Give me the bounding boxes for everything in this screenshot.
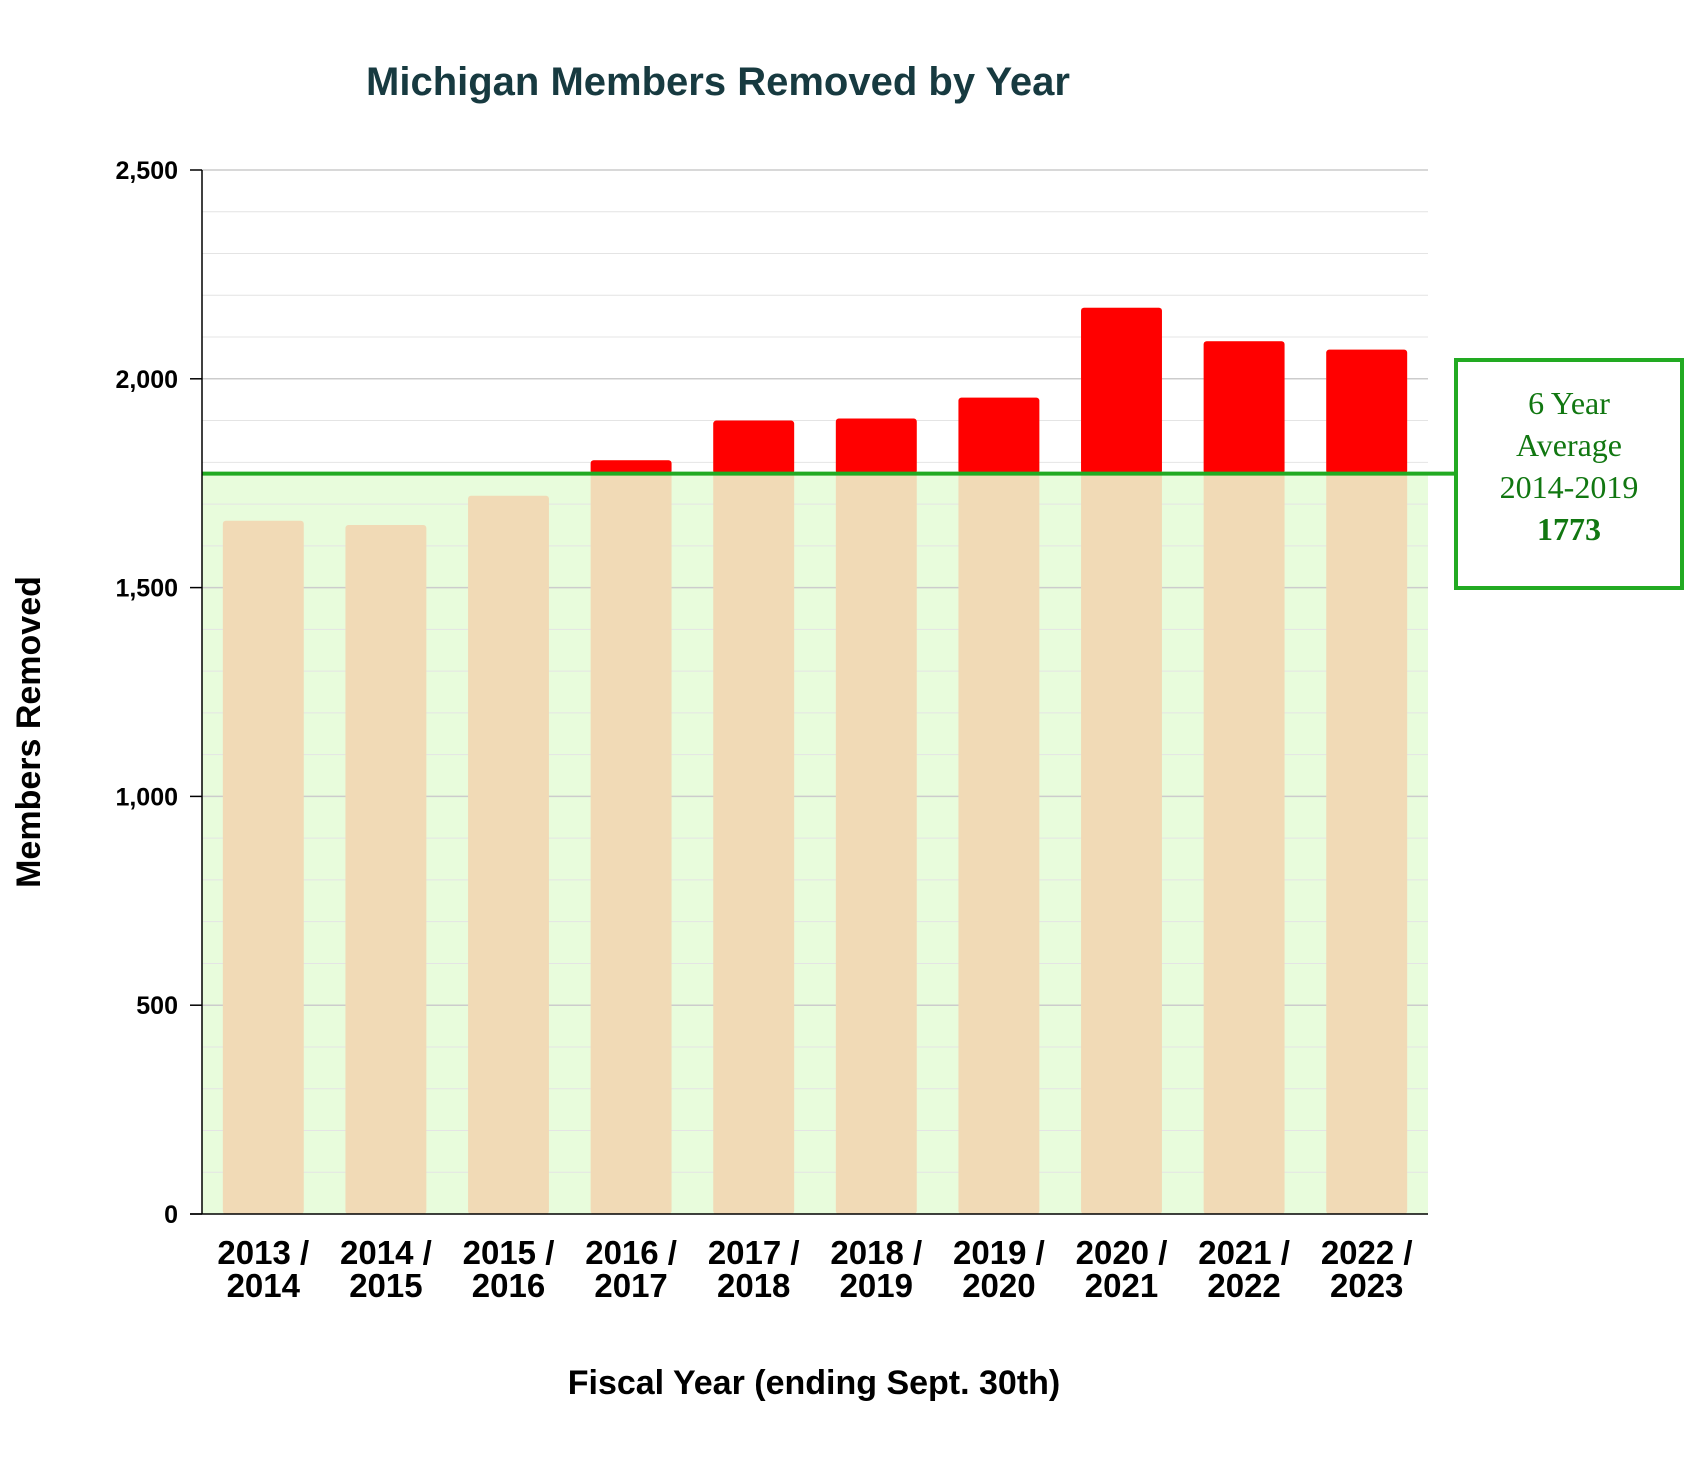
- x-tick-label: 2016 /2017: [585, 1234, 677, 1304]
- y-tick-label: 2,000: [115, 366, 178, 394]
- bar-above-average: [713, 420, 795, 474]
- x-tick-label-line: 2020 /: [1076, 1234, 1168, 1271]
- x-tick-label: 2021 /2022: [1198, 1234, 1290, 1304]
- bar: [590, 460, 672, 1214]
- x-tick-label: 2019 /2020: [953, 1234, 1045, 1304]
- x-tick-label-line: 2014 /: [340, 1234, 432, 1271]
- y-tick-label: 500: [136, 992, 178, 1020]
- x-tick-label: 2018 /2019: [830, 1234, 922, 1304]
- average-annotation-line-1: 6 Year: [1528, 385, 1610, 421]
- average-annotation-box: [1454, 358, 1684, 590]
- x-tick-label: 2020 /2021: [1076, 1234, 1168, 1304]
- x-tick-label-line: 2023: [1330, 1267, 1403, 1304]
- bar: [1081, 307, 1162, 1215]
- average-annotation-line-3: 2014-2019: [1500, 469, 1639, 505]
- x-tick-label: 2022 /2023: [1321, 1234, 1413, 1304]
- y-axis-title: Members Removed: [10, 576, 48, 888]
- bar: [1203, 341, 1285, 1214]
- x-tick-label-line: 2018 /: [830, 1234, 922, 1271]
- bar-above-average: [1081, 307, 1162, 474]
- x-tick-label-line: 2017 /: [708, 1234, 800, 1271]
- x-axis-title: Fiscal Year (ending Sept. 30th): [568, 1364, 1061, 1402]
- bar-above-average: [590, 460, 672, 474]
- bar: [345, 524, 427, 1214]
- x-tick-label-line: 2021 /: [1198, 1234, 1290, 1271]
- x-tick-label-line: 2014: [227, 1267, 301, 1304]
- bar-above-average: [1326, 349, 1408, 474]
- x-tick-label-line: 2020: [962, 1267, 1035, 1304]
- bar-above-average: [958, 397, 1040, 474]
- x-tick-label-line: 2015 /: [463, 1234, 555, 1271]
- bar: [958, 397, 1040, 1214]
- average-annotation-line-2: Average: [1516, 427, 1622, 463]
- x-tick-label-line: 2013 /: [217, 1234, 309, 1271]
- x-tick-label-line: 2016 /: [585, 1234, 677, 1271]
- x-tick-label: 2013 /2014: [217, 1234, 309, 1304]
- bar: [713, 420, 795, 1214]
- x-tick-label-line: 2018: [717, 1267, 790, 1304]
- x-tick-label: 2015 /2016: [463, 1234, 555, 1304]
- x-tick-label: 2014 /2015: [340, 1234, 432, 1304]
- bar: [835, 418, 917, 1214]
- y-tick-label: 2,500: [115, 157, 178, 185]
- x-tick-label-line: 2022: [1207, 1267, 1280, 1304]
- x-tick-label-line: 2016: [472, 1267, 545, 1304]
- y-tick-labels: 0 500 1,000 1,500 2,000 2,500: [115, 157, 202, 1229]
- average-annotation-value: 1773: [1537, 511, 1601, 547]
- bar-above-average: [835, 418, 917, 474]
- bar-above-average: [1203, 341, 1285, 474]
- chart-title: Michigan Members Removed by Year: [366, 60, 1070, 104]
- x-tick-label-line: 2017: [594, 1267, 667, 1304]
- y-tick-label: 1,000: [115, 783, 178, 811]
- x-tick-label: 2017 /2018: [708, 1234, 800, 1304]
- average-annotation: 6 Year Average 2014-2019 1773: [1454, 358, 1684, 590]
- x-tick-label-line: 2019: [840, 1267, 913, 1304]
- bars: [222, 307, 1408, 1215]
- x-tick-label-line: 2019 /: [953, 1234, 1045, 1271]
- x-tick-label-line: 2021: [1085, 1267, 1158, 1304]
- y-tick-label: 1,500: [115, 575, 178, 603]
- bar: [222, 520, 304, 1214]
- bar: [1326, 349, 1408, 1214]
- x-tick-label-line: 2015: [349, 1267, 422, 1304]
- bar: [468, 495, 549, 1214]
- x-tick-label-line: 2022 /: [1321, 1234, 1413, 1271]
- y-tick-label: 0: [164, 1201, 178, 1229]
- axes: [190, 170, 1428, 1215]
